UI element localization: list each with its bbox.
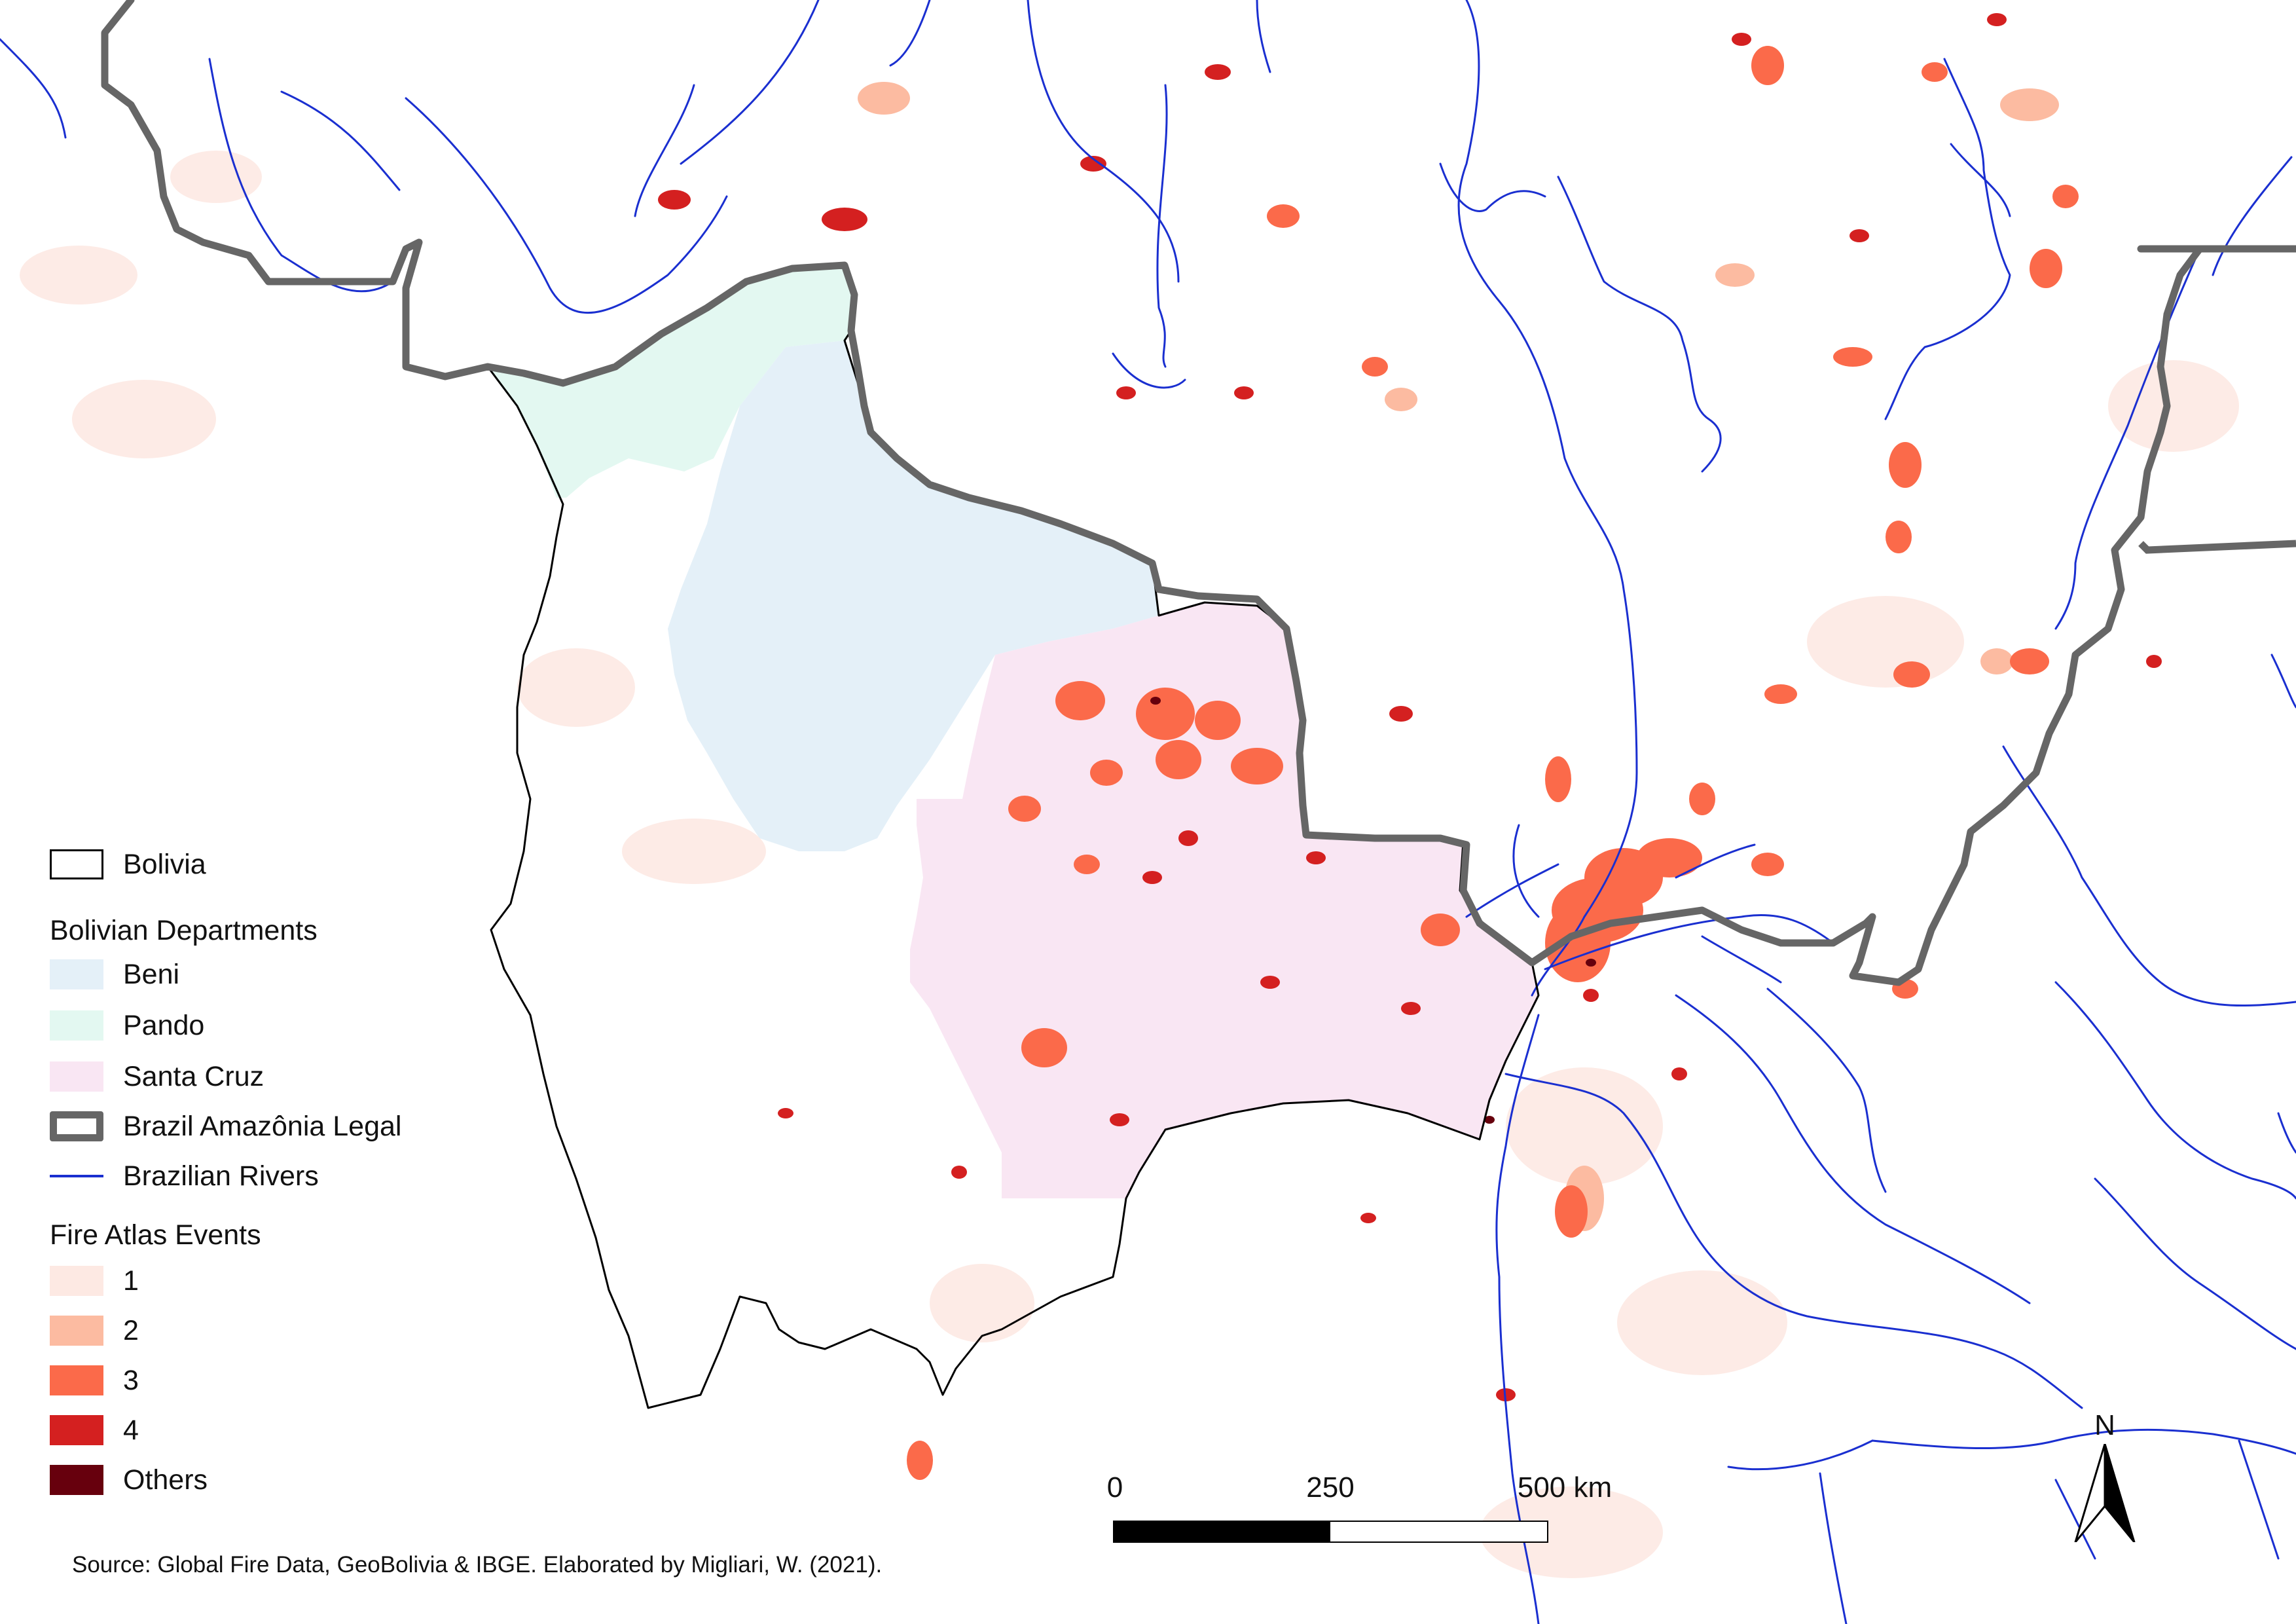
scale-bar: 0 250 500 km (1107, 1471, 1612, 1545)
scale-segment-black (1113, 1521, 1330, 1543)
legend-label-santa-cruz: Santa Cruz (123, 1060, 264, 1092)
pando-department (488, 265, 854, 498)
legend-item-amazonia-legal: Brazil Amazônia Legal (50, 1107, 401, 1146)
north-arrow: N (2072, 1411, 2138, 1542)
legend-label-fire-4: 4 (123, 1414, 139, 1446)
legend-item-santa-cruz: Santa Cruz (50, 1057, 264, 1096)
bolivian-departments (488, 265, 1539, 1198)
legend-item-fire-4: 4 (50, 1411, 139, 1450)
legend-label-fire-2: 2 (123, 1314, 139, 1346)
scale-segment-white (1329, 1521, 1548, 1543)
legend-label-pando: Pando (123, 1009, 205, 1041)
legend-heading-fire: Fire Atlas Events (50, 1219, 261, 1251)
fire-atlas-events (20, 13, 2239, 1578)
fire-4-swatch (50, 1415, 103, 1445)
legend-item-beni: Beni (50, 955, 179, 994)
pando-swatch (50, 1010, 103, 1041)
source-credit: Source: Global Fire Data, GeoBolivia & I… (72, 1552, 883, 1578)
rivers-swatch (50, 1161, 103, 1191)
legend-item-fire-2: 2 (50, 1311, 139, 1350)
legend-label-fire-3: 3 (123, 1364, 139, 1396)
legend-heading-departments: Bolivian Departments (50, 915, 318, 946)
legend-label-fire-others: Others (123, 1464, 208, 1496)
fire-3-swatch (50, 1365, 103, 1395)
legend-item-fire-3: 3 (50, 1361, 139, 1400)
legend-item-pando: Pando (50, 1006, 204, 1045)
scale-tick-0: 0 (1106, 1471, 1123, 1504)
legend-item-bolivia: Bolivia (50, 845, 206, 884)
fire-others-swatch (50, 1465, 103, 1495)
legend-item-fire-1: 1 (50, 1261, 139, 1301)
santa-cruz-department (910, 602, 1539, 1198)
amazonia-legal-swatch (50, 1111, 103, 1141)
legend-item-fire-others: Others (50, 1460, 208, 1500)
legend-item-rivers: Brazilian Rivers (50, 1156, 319, 1196)
legend-label-bolivia: Bolivia (123, 848, 206, 880)
beni-department (668, 341, 1159, 851)
legend-label-rivers: Brazilian Rivers (123, 1160, 319, 1192)
scale-tick-250: 250 (1306, 1471, 1355, 1504)
legend-label-beni: Beni (123, 958, 180, 990)
fire-1-swatch (50, 1266, 103, 1296)
fire-2-swatch (50, 1316, 103, 1346)
north-letter: N (2094, 1409, 2115, 1441)
legend-label-fire-1: 1 (123, 1264, 139, 1297)
amazonia-legal-east-edge (2138, 540, 2296, 554)
beni-swatch (50, 959, 103, 989)
bolivia-swatch (50, 849, 103, 879)
santa-cruz-swatch (50, 1061, 103, 1092)
legend-label-amazonia-legal: Brazil Amazônia Legal (123, 1110, 402, 1142)
amazonia-legal-boundary (101, 0, 2296, 986)
north-arrow-icon (2074, 1444, 2136, 1542)
scale-tick-500: 500 km (1517, 1471, 1613, 1504)
